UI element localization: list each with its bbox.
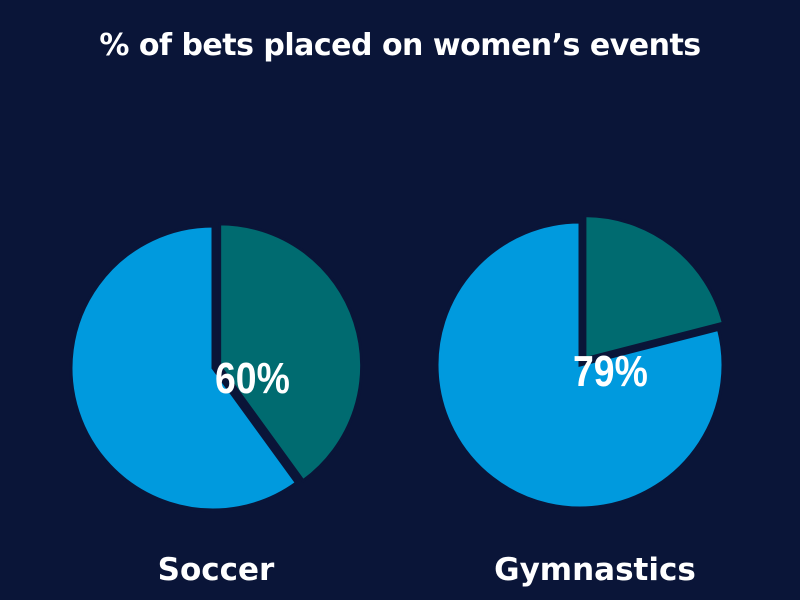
pie-slice-other: [218, 222, 364, 483]
pie-data-label: 79%: [573, 346, 648, 396]
pie-slice-main: [69, 224, 299, 512]
chart-title: % of bets placed on women’s events: [99, 28, 701, 63]
pie-slice-main: [435, 220, 725, 510]
pie-data-label: 60%: [215, 353, 290, 403]
category-label-gymnastics: Gymnastics: [494, 552, 696, 588]
pie-slice-other: [583, 214, 726, 361]
category-label-soccer: Soccer: [157, 552, 275, 588]
